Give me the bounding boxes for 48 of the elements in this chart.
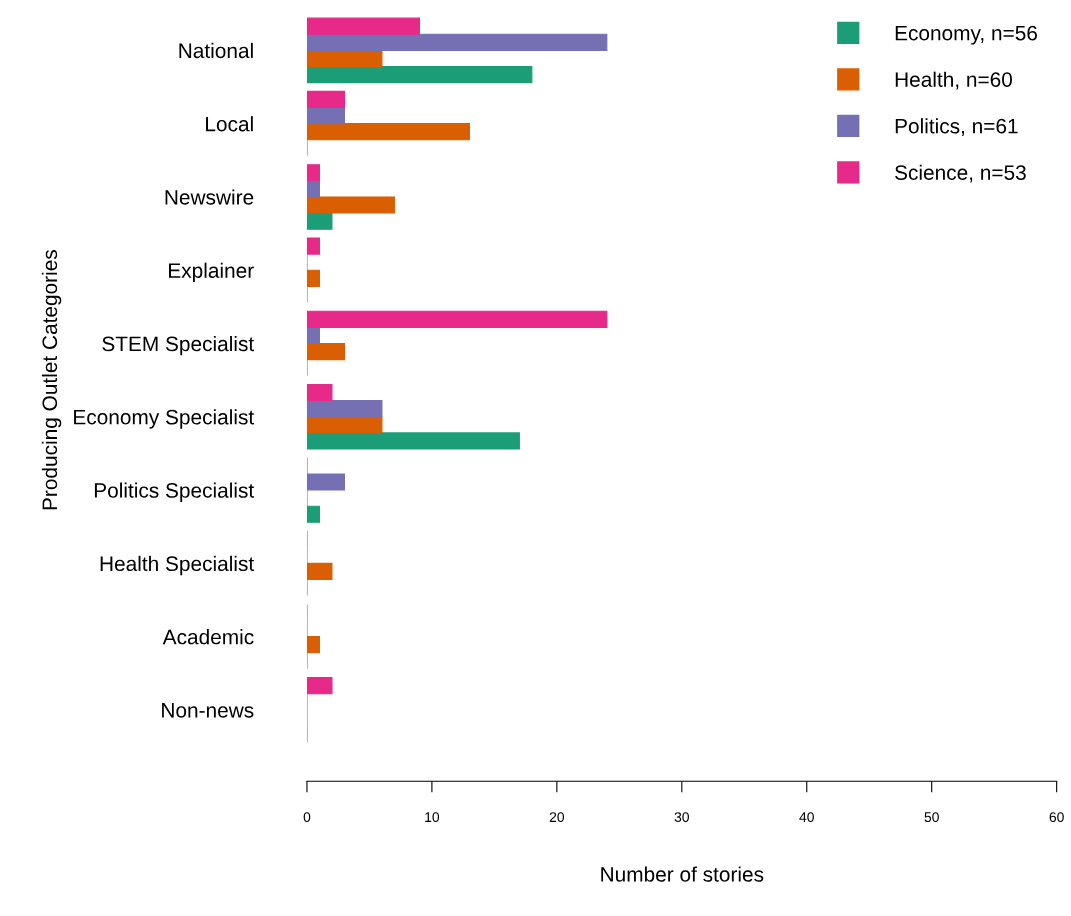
y-tick-label: Explainer [169,262,254,283]
x-tick-label: 50 [924,812,939,823]
legend-label: Politics, n=61 [895,118,1018,136]
x-axis-title: Number of stories [601,866,764,882]
x-tick-label: 40 [799,812,814,823]
y-tick-label: STEM Specialist [102,335,255,356]
y-tick-label: Non-news [162,703,254,718]
legend-label: Science, n=53 [895,164,1026,183]
bar [306,212,333,230]
bar [306,106,345,125]
bar [306,342,345,361]
y-tick-label: Economy Specialist [74,409,255,429]
x-tick-label: 60 [1049,812,1064,823]
y-tick-label: Newswire [165,189,254,205]
bar [306,326,320,345]
y-tick-label: National [179,42,253,59]
bar [306,164,320,182]
y-tick-label: Health Specialist [100,555,255,576]
bar [306,180,320,198]
bar [306,196,395,214]
bar [306,65,533,84]
bar [306,677,333,695]
y-tick-label: Local [206,116,253,132]
bar [306,17,420,35]
bar [306,90,345,109]
x-tick-label: 30 [674,812,689,823]
bar [306,505,320,523]
bar [306,33,608,51]
x-tick-label: 10 [425,812,440,823]
bar [306,636,320,654]
bar [306,123,470,141]
bar [306,269,320,287]
y-tick-label: Academic [162,629,254,645]
bar [306,310,608,328]
bar [306,416,383,434]
x-tick-label: 0 [303,812,311,823]
bar [306,562,333,581]
bar [306,432,520,450]
y-axis-title: Producing Outlet Categories [41,250,62,510]
bar [306,473,345,491]
x-tick-label: 20 [549,812,565,823]
legend-label: Economy, n=56 [895,25,1037,45]
legend-label: Health, n=60 [895,71,1013,90]
bar [306,237,320,255]
bar [306,49,383,68]
bar [306,383,333,402]
bar [306,400,383,418]
y-tick-label: Politics Specialist [94,482,255,502]
